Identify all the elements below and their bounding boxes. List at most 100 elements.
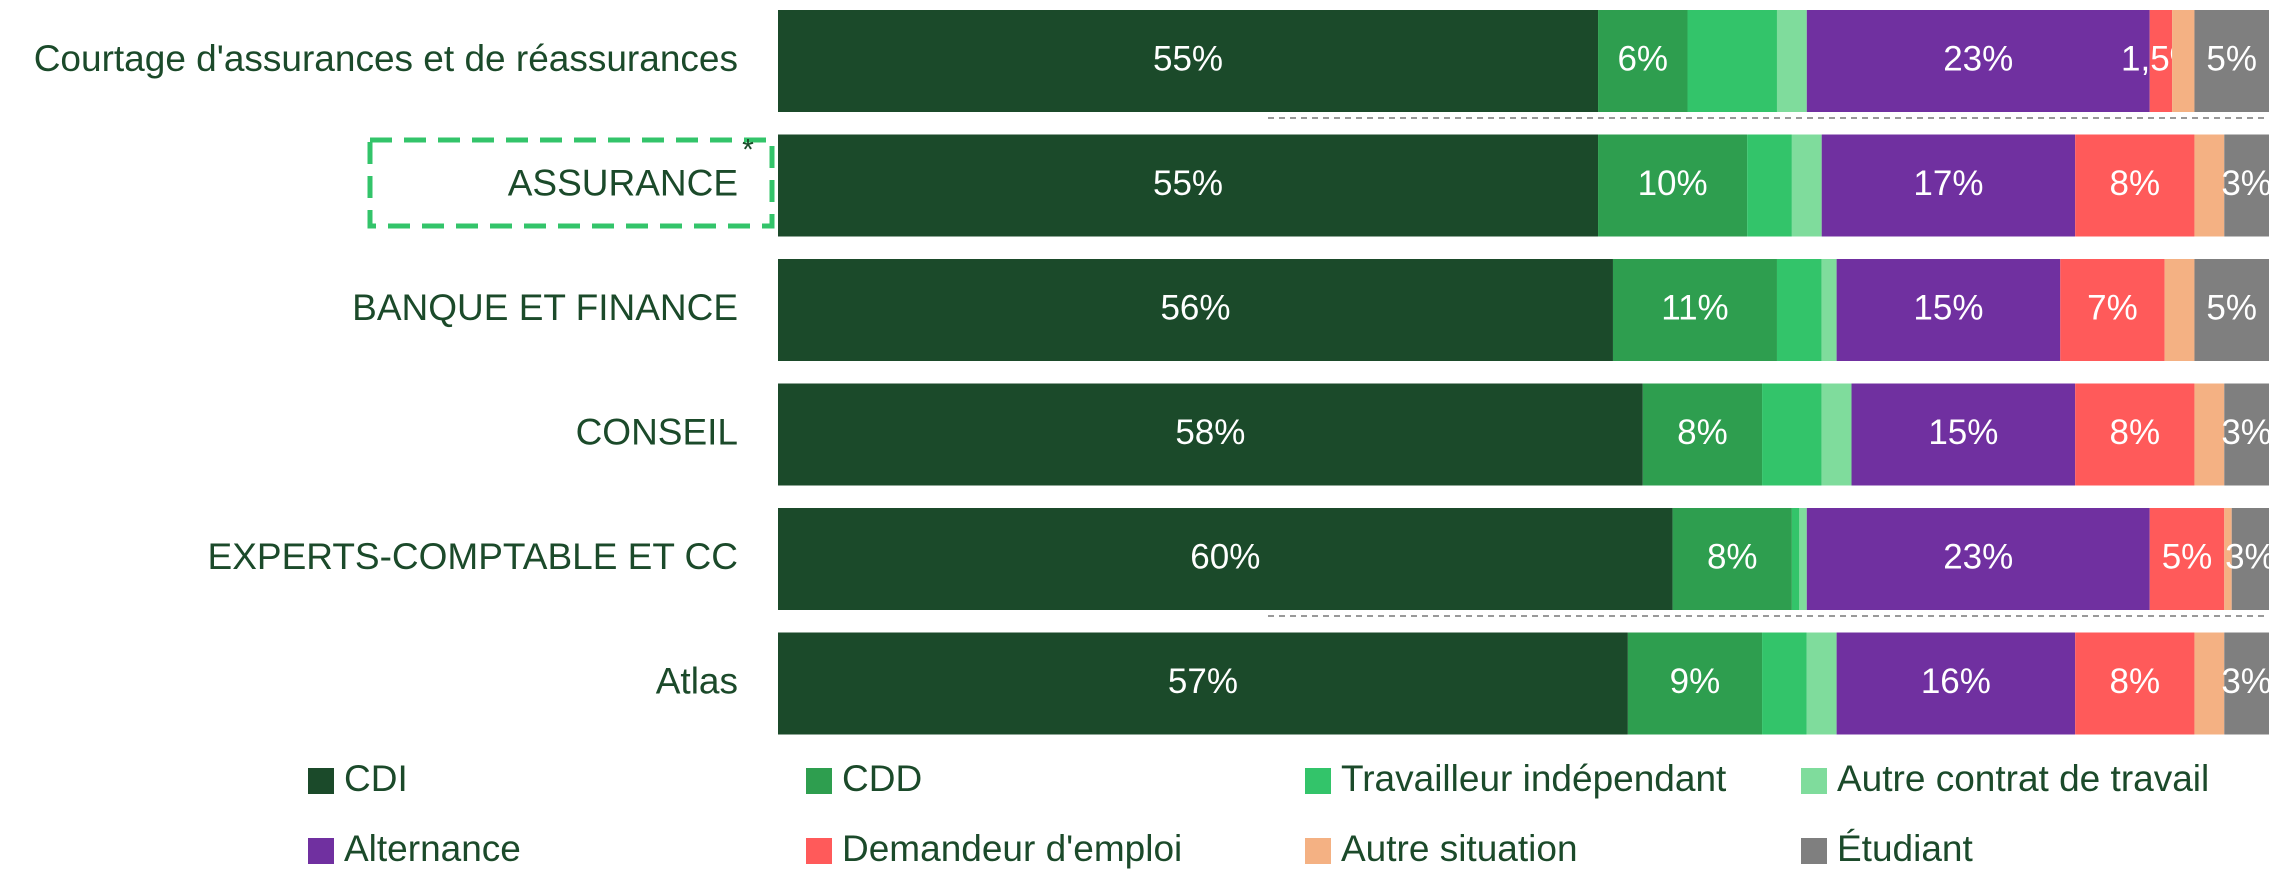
bar-segment <box>1762 383 1822 486</box>
bar-segment <box>1851 383 2076 486</box>
value-label: 57% <box>1168 662 1238 701</box>
bar-segment <box>1672 508 1792 610</box>
value-label: 8% <box>2110 413 2161 452</box>
legend-swatch <box>1801 838 1827 864</box>
value-label: 9% <box>1670 662 1721 701</box>
value-label: 16% <box>1921 662 1991 701</box>
bar-segment <box>2194 383 2225 486</box>
bar-segment <box>1806 10 2150 112</box>
bar-segment <box>1776 259 1822 361</box>
bar-segment <box>2194 259 2269 361</box>
legend-swatch <box>806 838 832 864</box>
bar-segment <box>1821 383 1852 486</box>
value-label: 8% <box>2110 164 2161 203</box>
bar-segment <box>778 383 1643 486</box>
bar-segment <box>1799 508 1807 610</box>
value-label: 3% <box>2225 537 2269 576</box>
value-label: 60% <box>1190 537 1260 576</box>
category-label: Courtage d'assurances et de réassurances <box>34 38 738 79</box>
legend-label: Demandeur d'emploi <box>842 828 1182 869</box>
value-label: 15% <box>1913 288 1983 327</box>
category-label: ASSURANCE <box>508 162 738 203</box>
bar-segment <box>2164 259 2195 361</box>
value-label: 55% <box>1153 164 1223 203</box>
bar-segment <box>2149 10 2173 112</box>
legend-swatch <box>806 768 832 794</box>
bar-segment <box>2224 383 2269 486</box>
bar-segment <box>1642 383 1763 486</box>
bar-segment <box>778 134 1599 237</box>
bar-segment <box>2194 10 2269 112</box>
bar-segment <box>1598 134 1748 237</box>
category-label: CONSEIL <box>576 411 738 452</box>
bar-segment <box>1791 134 1822 237</box>
legend-label: CDI <box>344 758 408 799</box>
highlight-box <box>367 137 775 229</box>
bar-segment <box>2075 134 2195 237</box>
bar-segment <box>1791 508 1800 610</box>
annotation: * <box>742 133 754 166</box>
value-label: 8% <box>2110 662 2161 701</box>
legend-swatch <box>308 838 334 864</box>
value-label: 7% <box>2087 288 2138 327</box>
bar-segment <box>778 632 1628 735</box>
value-label: 6% <box>1617 39 1668 78</box>
bar-segment <box>1806 508 2150 610</box>
value-label: 17% <box>1913 164 1983 203</box>
legend-swatch <box>1305 768 1331 794</box>
bar-segment <box>1747 134 1792 237</box>
bar-segment <box>1598 10 1688 112</box>
legend-label: Autre situation <box>1341 828 1578 869</box>
category-label: EXPERTS-COMPTABLE ET CC <box>208 536 738 577</box>
bar-segment <box>1627 632 1763 735</box>
bar-segment <box>2194 632 2225 735</box>
legend-swatch <box>308 768 334 794</box>
value-label: 8% <box>1707 537 1758 576</box>
bar-segment <box>2075 383 2195 486</box>
bar-segment <box>1821 259 1837 361</box>
value-label: 55% <box>1153 39 1223 78</box>
legend-label: Étudiant <box>1837 828 1973 869</box>
bar-segment <box>1806 632 1837 735</box>
legend-swatch <box>1305 838 1331 864</box>
value-label: 3% <box>2221 662 2269 701</box>
value-label: 11% <box>1661 288 1728 327</box>
legend-swatch <box>1801 768 1827 794</box>
bar-segment <box>2194 134 2225 237</box>
value-label: 23% <box>1943 537 2013 576</box>
value-label: 5% <box>2206 39 2257 78</box>
bar-segment <box>1821 134 2076 237</box>
bar-segment <box>2172 10 2195 112</box>
legend-label: CDD <box>842 758 922 799</box>
bar-segment <box>1776 10 1807 112</box>
legend-label: Travailleur indépendant <box>1341 758 1727 799</box>
bar-segment <box>1612 259 1777 361</box>
legend-label: Alternance <box>344 828 521 869</box>
bar-segment <box>778 10 1599 112</box>
bar-segment <box>2224 134 2269 237</box>
bar-segment <box>2149 508 2225 610</box>
value-label: 58% <box>1175 413 1245 452</box>
value-label: 3% <box>2221 164 2269 203</box>
category-label: Atlas <box>656 660 738 701</box>
value-label: 10% <box>1638 164 1708 203</box>
bar-segment <box>2060 259 2165 361</box>
value-label: 5% <box>2162 537 2213 576</box>
bar-segment <box>2224 508 2232 610</box>
value-label: 15% <box>1928 413 1998 452</box>
bar-segment <box>778 508 1673 610</box>
bar-segment <box>1836 259 2061 361</box>
bar-segment <box>2075 632 2195 735</box>
bar-segment <box>778 259 1613 361</box>
bar-segment <box>1836 632 2076 735</box>
bar-segment <box>1762 632 1807 735</box>
value-label: 8% <box>1677 413 1728 452</box>
bar-segment <box>1687 10 1777 112</box>
value-label: 5% <box>2206 288 2257 327</box>
value-label: 56% <box>1160 288 1230 327</box>
category-label: BANQUE ET FINANCE <box>352 287 738 328</box>
value-label: 23% <box>1943 39 2013 78</box>
bar-segment <box>2224 632 2269 735</box>
bar-segment <box>2231 508 2269 610</box>
